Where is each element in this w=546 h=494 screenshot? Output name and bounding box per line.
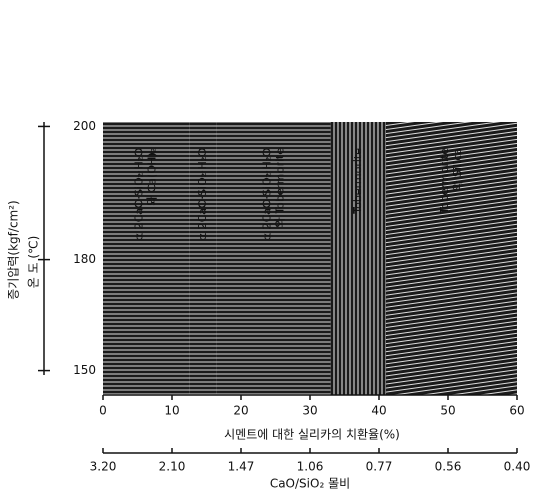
region-label: α 2CaO·SiO₂·H₂O xyxy=(260,148,273,241)
y-tick-label: 180 xyxy=(73,252,96,266)
y-tick-label: 150 xyxy=(73,363,96,377)
y2-axis-label: 온 도 (℃) xyxy=(27,236,41,289)
region-label: α 2CaO·SiO₂·H₂O xyxy=(133,148,146,241)
region-label: α 2CaO·SiO₂·H₂O xyxy=(196,148,209,241)
x-tick-label: 10 xyxy=(164,404,179,418)
x-tick-label: 50 xyxy=(440,404,455,418)
x2-tick-label: 0.56 xyxy=(435,460,462,474)
x2-tick-label: 1.47 xyxy=(228,460,255,474)
x-tick-label: 20 xyxy=(233,404,248,418)
x2-tick-label: 0.40 xyxy=(504,460,531,474)
x2-axis-label: CaO/SiO₂ 몰비 xyxy=(270,477,350,491)
x-tick-label: 40 xyxy=(371,404,386,418)
region-label: 와 Tobermorite xyxy=(273,148,286,228)
x-tick-label: 60 xyxy=(509,404,524,418)
x2-tick-label: 2.10 xyxy=(159,460,186,474)
x2-tick-label: 3.20 xyxy=(90,460,117,474)
region xyxy=(385,122,517,395)
region-label: 와 Ca(OH)₂ xyxy=(146,148,159,206)
region-label: 와 Silica xyxy=(451,148,464,191)
region xyxy=(330,122,386,395)
region xyxy=(103,122,190,395)
region xyxy=(189,122,217,395)
x2-tick-label: 1.06 xyxy=(297,460,324,474)
y-tick-label: 200 xyxy=(73,119,96,133)
y-axis-label: 증기압력(kgf/cm²) xyxy=(7,200,21,299)
x-tick-label: 0 xyxy=(99,404,107,418)
x-axis-label: 시멘트에 대한 실리카의 치환율(%) xyxy=(224,428,400,442)
x-tick-label: 30 xyxy=(302,404,317,418)
region-label: Tobermorite xyxy=(351,148,364,215)
region-label: Tobermorite xyxy=(438,148,451,215)
x2-tick-label: 0.77 xyxy=(366,460,393,474)
region xyxy=(216,122,331,395)
